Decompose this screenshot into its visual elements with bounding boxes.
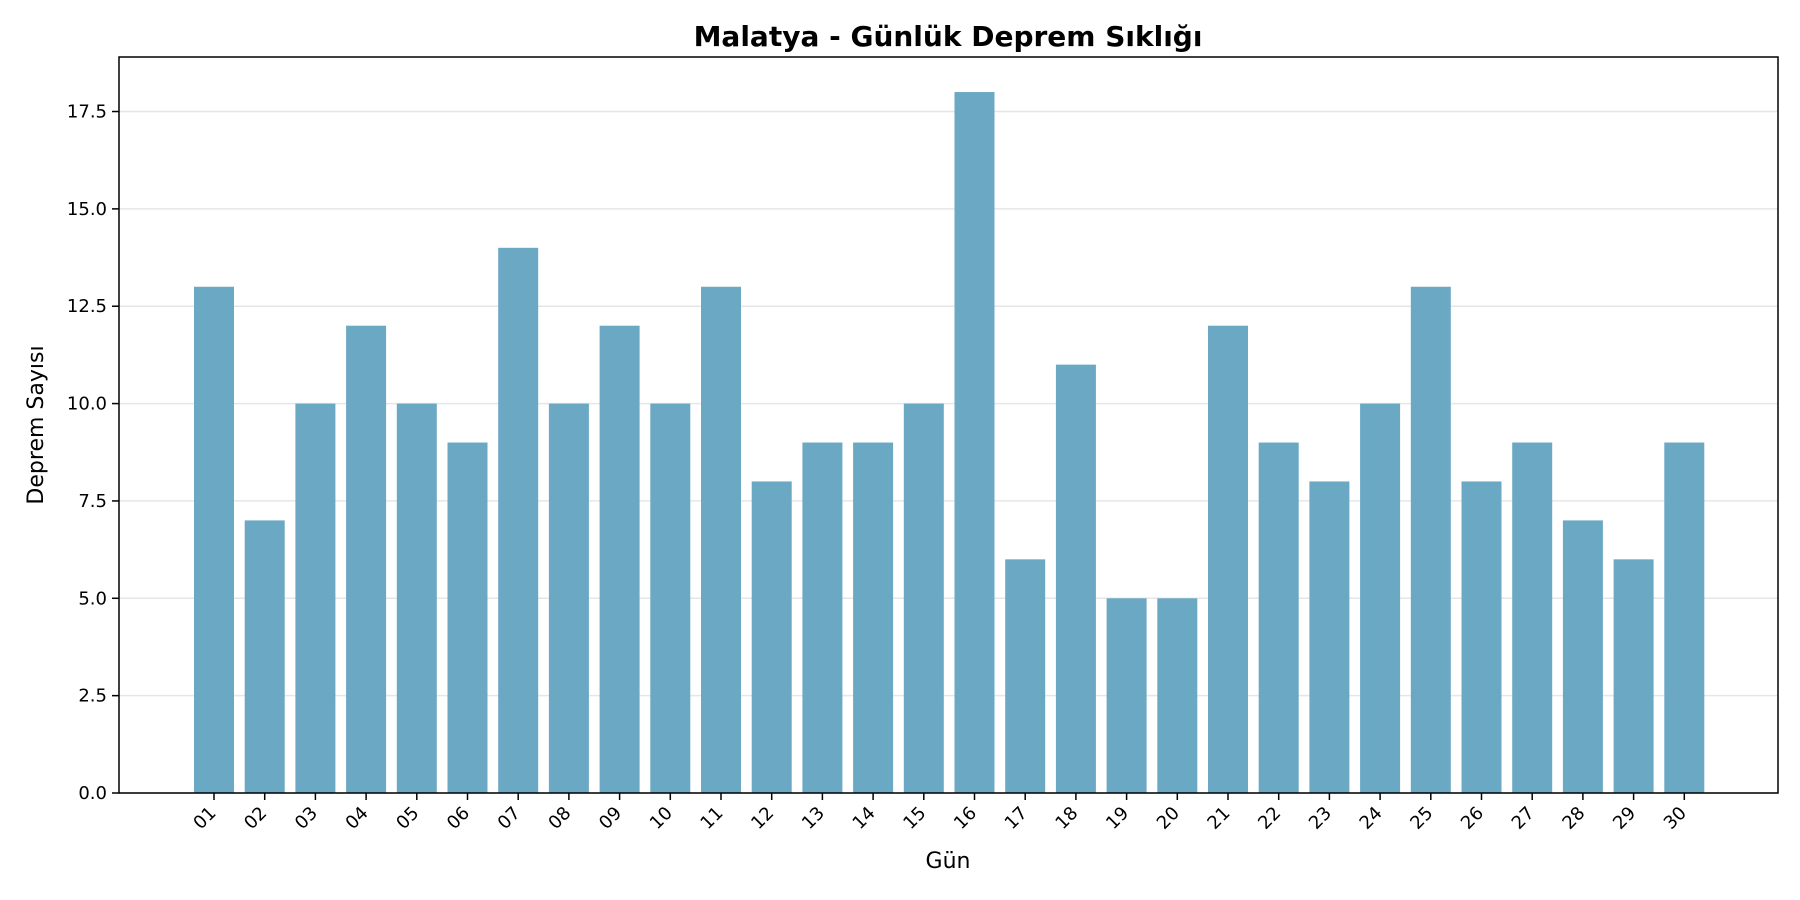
x-tick-label: 02 (240, 803, 271, 834)
bar-03 (295, 403, 336, 793)
x-tick-label: 12 (747, 803, 778, 834)
bar-12 (751, 481, 792, 793)
x-tick-label: 16 (950, 803, 981, 834)
x-tick-label: 27 (1508, 803, 1539, 834)
bar-05 (396, 403, 437, 793)
bar-13 (802, 442, 843, 793)
chart-title: Malatya - Günlük Deprem Sıklığı (694, 20, 1203, 53)
x-tick-label: 11 (696, 803, 727, 834)
plot-frame (118, 56, 1779, 794)
bar-22 (1258, 442, 1299, 793)
y-tick-label: 5.0 (78, 588, 107, 609)
x-tick-label: 19 (1102, 803, 1133, 834)
x-tick-label: 20 (1153, 803, 1184, 834)
bar-17 (1005, 559, 1046, 793)
bar-01 (194, 286, 234, 793)
bar-19 (1106, 598, 1147, 793)
y-axis-label: Deprem Sayısı (24, 345, 49, 504)
x-tick-label: 05 (392, 803, 423, 834)
bar-20 (1157, 598, 1198, 793)
x-tick-label: 09 (595, 803, 626, 834)
x-tick-label: 25 (1406, 803, 1437, 834)
x-tick-label: 06 (443, 803, 474, 834)
y-tick-label: 10.0 (67, 394, 107, 415)
bar-29 (1613, 559, 1654, 793)
bar-23 (1309, 481, 1350, 793)
x-tick-label: 21 (1203, 803, 1234, 834)
bar-27 (1512, 442, 1553, 793)
bar-28 (1562, 520, 1603, 793)
bar-04 (346, 325, 387, 793)
grid-lines (119, 110, 1778, 794)
bar-30 (1664, 442, 1705, 793)
bar-06 (447, 442, 488, 793)
bar-11 (701, 286, 741, 793)
x-tick-label: 17 (1001, 803, 1032, 834)
bar-16 (954, 92, 995, 794)
x-tick-label: 26 (1457, 803, 1488, 834)
y-tick-label: 17.5 (67, 102, 107, 123)
bar-07 (498, 247, 539, 793)
x-tick-label: 30 (1660, 803, 1691, 834)
x-tick-label: 22 (1254, 803, 1285, 834)
bar-25 (1410, 286, 1451, 793)
bar-18 (1055, 364, 1096, 793)
x-tick-label: 03 (291, 803, 322, 834)
y-tick-label: 2.5 (78, 686, 107, 707)
bar-24 (1360, 403, 1401, 793)
x-tick-label: 23 (1305, 803, 1336, 834)
x-tick-label: 07 (494, 803, 525, 834)
x-tick-label: 13 (798, 803, 829, 834)
y-tick-label: 15.0 (67, 199, 107, 220)
x-axis-label: Gün (926, 849, 971, 874)
x-tick-label: 28 (1558, 803, 1589, 834)
x-tick-label: 15 (899, 803, 930, 834)
x-tick-label: 29 (1609, 803, 1640, 834)
bar-21 (1208, 325, 1248, 793)
bar-26 (1461, 481, 1502, 793)
bar-14 (853, 442, 894, 793)
bar-02 (244, 520, 285, 793)
x-tick-label: 01 (189, 803, 220, 834)
bar-09 (599, 325, 640, 793)
y-tick-label: 0.0 (78, 783, 107, 804)
bar-15 (903, 403, 944, 793)
bar-08 (548, 403, 589, 793)
y-tick-label: 7.5 (78, 491, 107, 512)
x-axis: 01 02 03 04 05 06 07 08 09 10 11 12 13 14 15 16 17 18 19 20… (189, 793, 1691, 834)
x-tick-label: 08 (544, 803, 575, 834)
x-tick-label: 14 (849, 803, 880, 834)
y-axis: 0.0 2.5 5.0 7.5 10.0 12.5 15.0 17.5 (67, 102, 119, 804)
bar-10 (650, 403, 691, 793)
x-tick-label: 18 (1051, 803, 1082, 834)
x-tick-label: 10 (646, 803, 677, 834)
y-tick-label: 12.5 (67, 296, 107, 317)
x-tick-label: 24 (1356, 803, 1387, 834)
x-tick-label: 04 (342, 803, 373, 834)
bars (194, 92, 1705, 794)
